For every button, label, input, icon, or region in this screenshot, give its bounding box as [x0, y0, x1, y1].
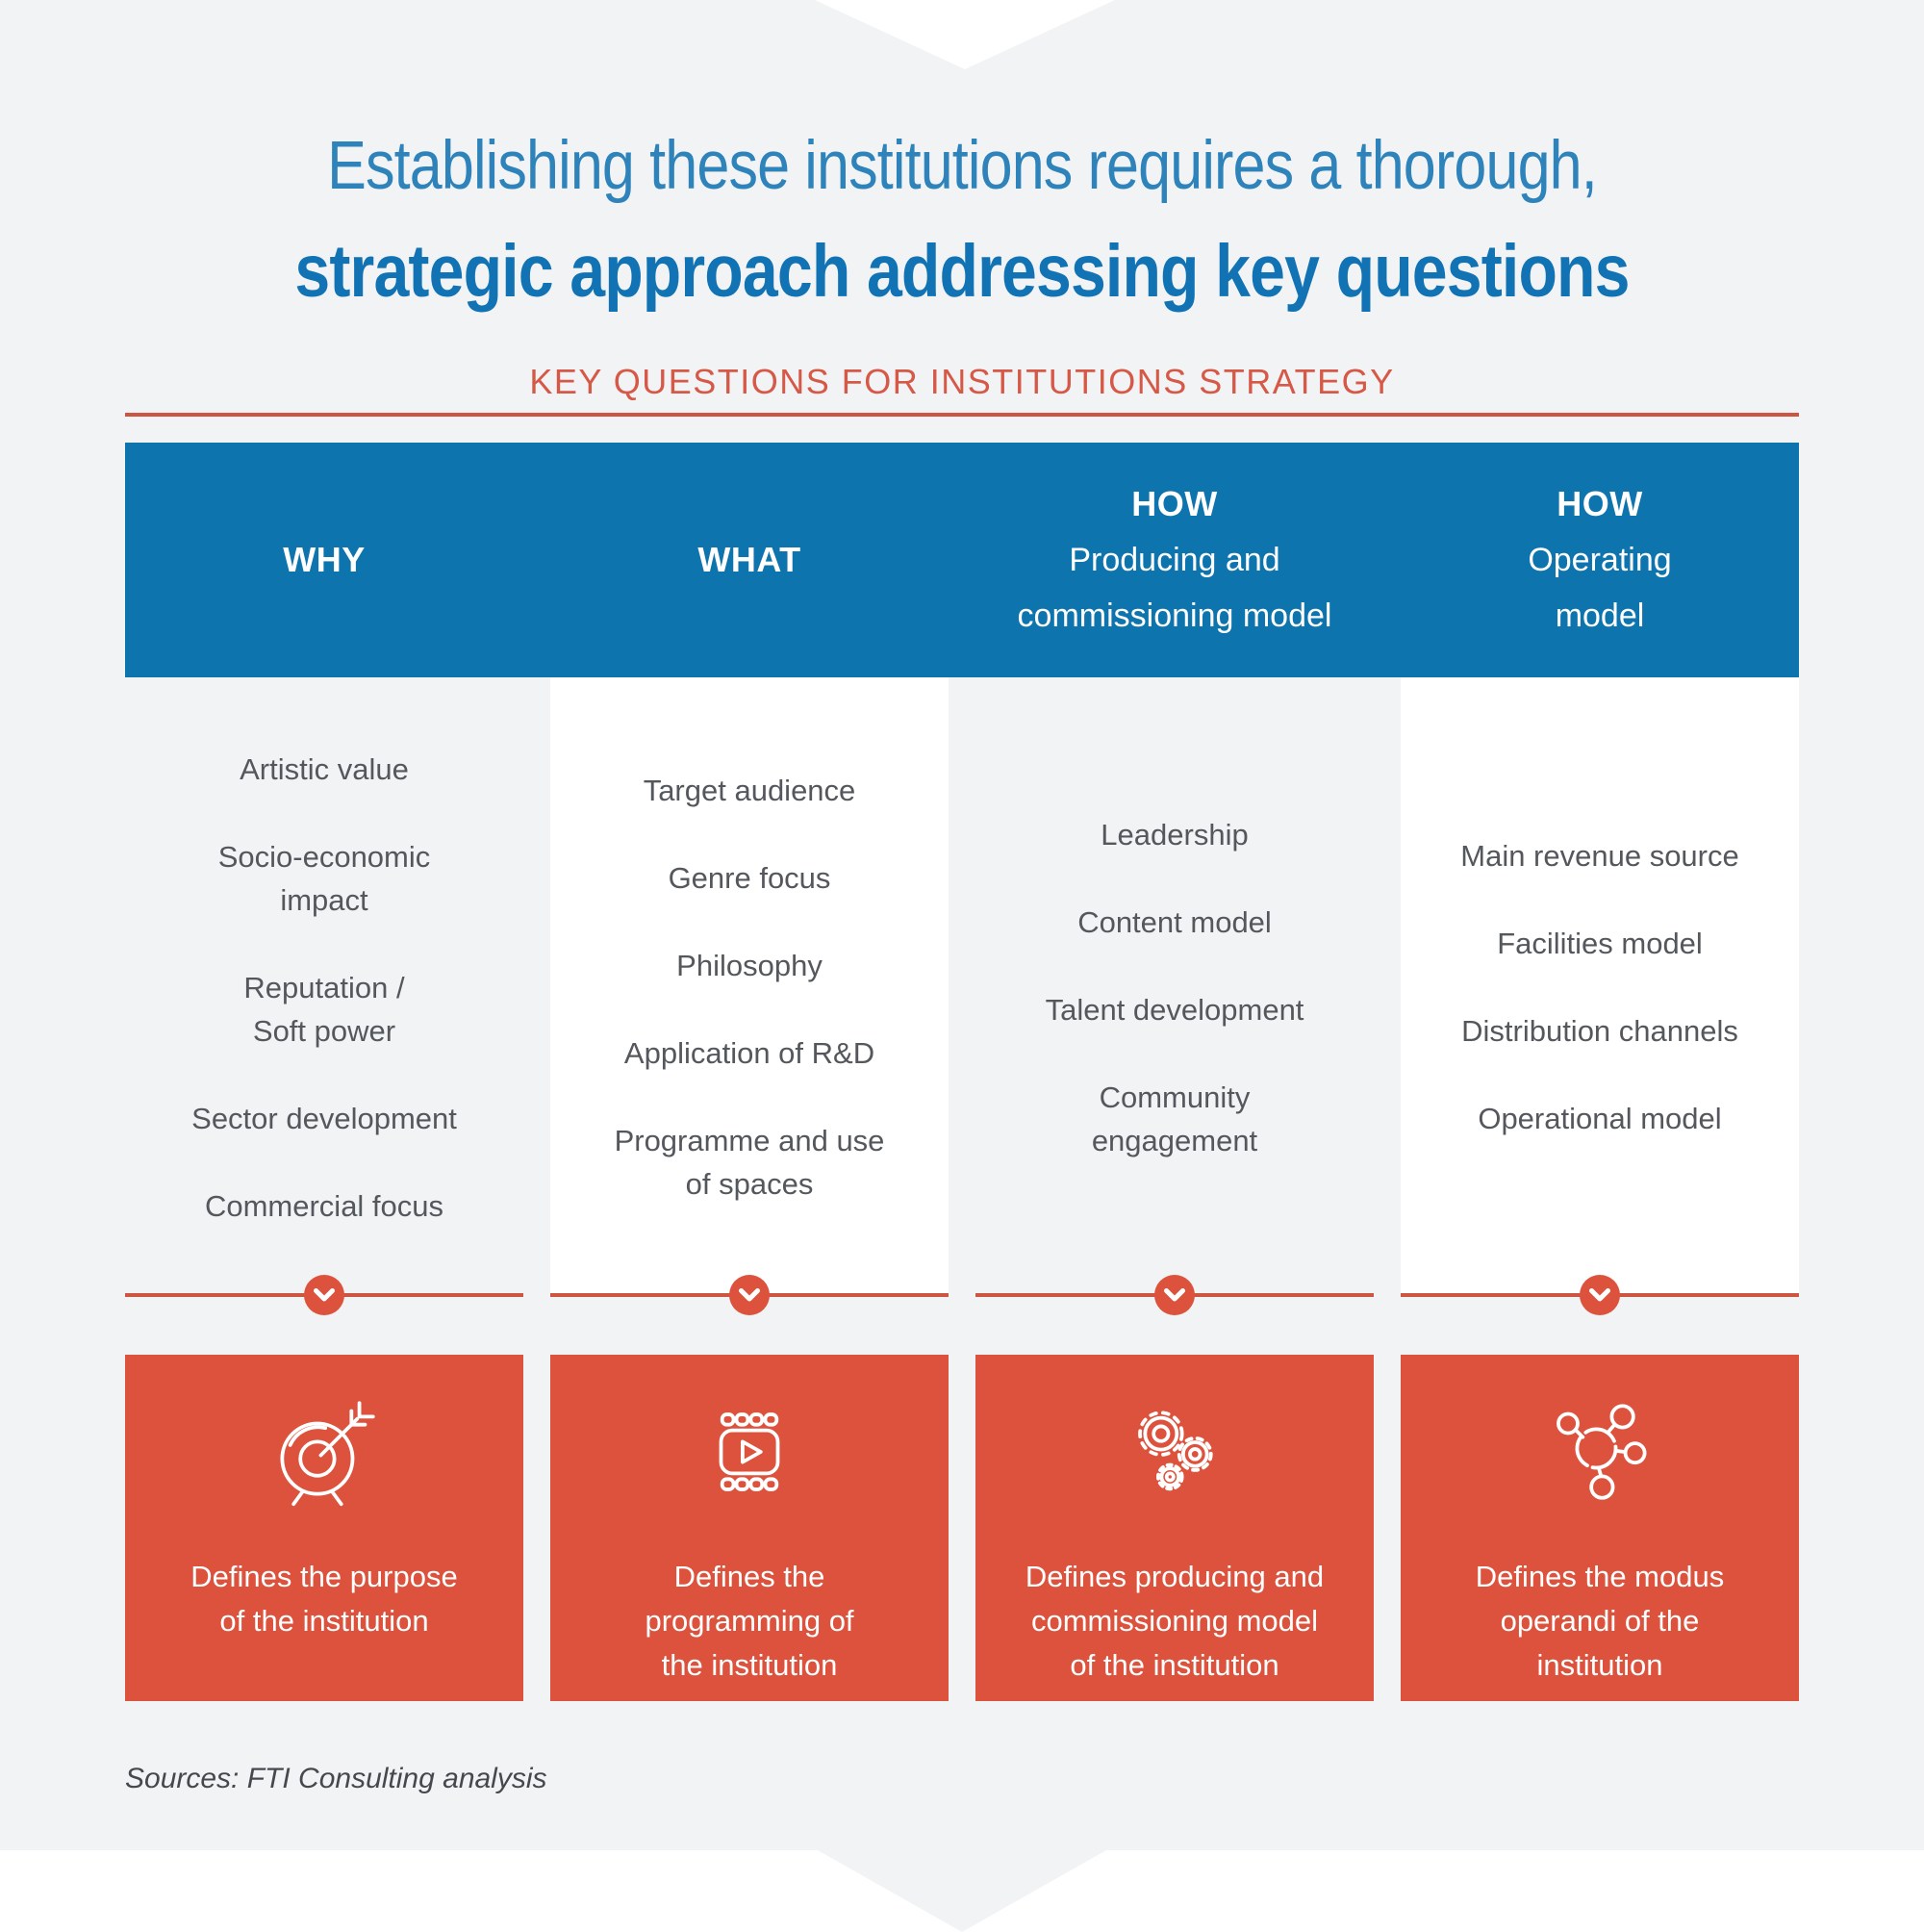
gears-icon — [1138, 1411, 1213, 1491]
list-item: Socio-economic impact — [217, 839, 431, 917]
arrow-divider — [125, 1275, 523, 1315]
column-body-why: Artistic value Socio-economic impact Rep… — [125, 677, 523, 1297]
list-item: Artistic value — [240, 751, 409, 786]
column-header-how-producing: HOW Producing and commissioning model — [975, 443, 1374, 677]
definition-text: Defines the purpose of the institution — [190, 1560, 458, 1638]
target-icon — [280, 1401, 375, 1507]
definition-box-how-operating: Defines the modus operandi of the instit… — [1401, 1355, 1799, 1701]
list-item: Content model — [1077, 904, 1272, 939]
bottom-chevron — [818, 1850, 1106, 1932]
arrow-divider — [1401, 1275, 1799, 1315]
definition-text: Defines producing and commissioning mode… — [1025, 1560, 1325, 1682]
chevron-down-icon — [729, 1275, 770, 1315]
definition-box-row: Defines the purpose of the institution D… — [125, 1355, 1799, 1701]
source-note: Sources: FTI Consulting analysis — [125, 1763, 547, 1794]
list-item: Genre focus — [668, 861, 831, 895]
definition-text: Defines the programming of the instituti… — [645, 1560, 854, 1682]
network-icon — [1557, 1404, 1647, 1500]
list-item: Sector development — [191, 1101, 457, 1135]
page-title-line2: strategic approach addressing key questi… — [294, 230, 1630, 313]
arrow-divider — [550, 1275, 949, 1315]
section-heading: KEY QUESTIONS FOR INSTITUTIONS STRATEGY — [529, 362, 1395, 401]
arrow-divider-row — [125, 1275, 1799, 1315]
film-icon — [719, 1412, 780, 1491]
definition-box-what: Defines the programming of the instituti… — [550, 1355, 949, 1701]
top-notch — [815, 0, 1115, 69]
column-header-what: WHAT — [550, 443, 949, 677]
page-title: Establishing these institutions requires… — [135, 115, 1789, 325]
list-item: Facilities model — [1497, 927, 1703, 960]
column-body-how-operating: Main revenue source Facilities model Dis… — [1401, 677, 1799, 1297]
list-item: Talent development — [1045, 992, 1304, 1027]
arrow-divider — [975, 1275, 1374, 1315]
column-header-how-operating: HOW Operating model — [1401, 443, 1799, 677]
column-body-how-producing: Leadership Content model Talent developm… — [975, 677, 1374, 1297]
column-header-bar: WHY WHAT HOW Producing and commissioning… — [125, 443, 1799, 677]
list-item: Reputation / Soft power — [243, 970, 405, 1048]
page-title-line1: Establishing these institutions requires… — [327, 128, 1598, 204]
divider-line — [125, 413, 1799, 417]
chevron-down-icon — [1580, 1275, 1620, 1315]
column-header-label: HOW — [1557, 484, 1643, 523]
list-item: Philosophy — [676, 949, 823, 982]
list-item: Programme and use of spaces — [614, 1124, 885, 1201]
list-item: Community engagement — [1091, 1080, 1258, 1157]
list-item: Target audience — [643, 774, 856, 807]
list-item: Distribution channels — [1461, 1014, 1738, 1048]
list-item: Leadership — [1101, 817, 1249, 852]
column-header-label: WHAT — [697, 540, 801, 579]
list-item: Main revenue source — [1460, 839, 1739, 873]
column-header-label: HOW — [1131, 484, 1218, 523]
list-item: Commercial focus — [204, 1188, 444, 1223]
column-header-sublabel: Producing and commissioning model — [1017, 542, 1332, 634]
definition-text: Defines the modus operandi of the instit… — [1475, 1560, 1725, 1682]
column-body-row: Artistic value Socio-economic impact Rep… — [125, 677, 1799, 1297]
definition-box-how-producing: Defines producing and commissioning mode… — [975, 1355, 1374, 1701]
definition-box-why: Defines the purpose of the institution — [125, 1355, 523, 1701]
chevron-down-icon — [304, 1275, 344, 1315]
column-header-label: WHY — [283, 540, 366, 579]
list-item: Application of R&D — [623, 1036, 875, 1070]
column-header-why: WHY — [125, 443, 523, 677]
chevron-down-icon — [1154, 1275, 1195, 1315]
list-item: Operational model — [1478, 1102, 1722, 1135]
column-header-sublabel: Operating model — [1528, 542, 1672, 634]
column-body-what: Target audience Genre focus Philosophy A… — [550, 677, 949, 1297]
